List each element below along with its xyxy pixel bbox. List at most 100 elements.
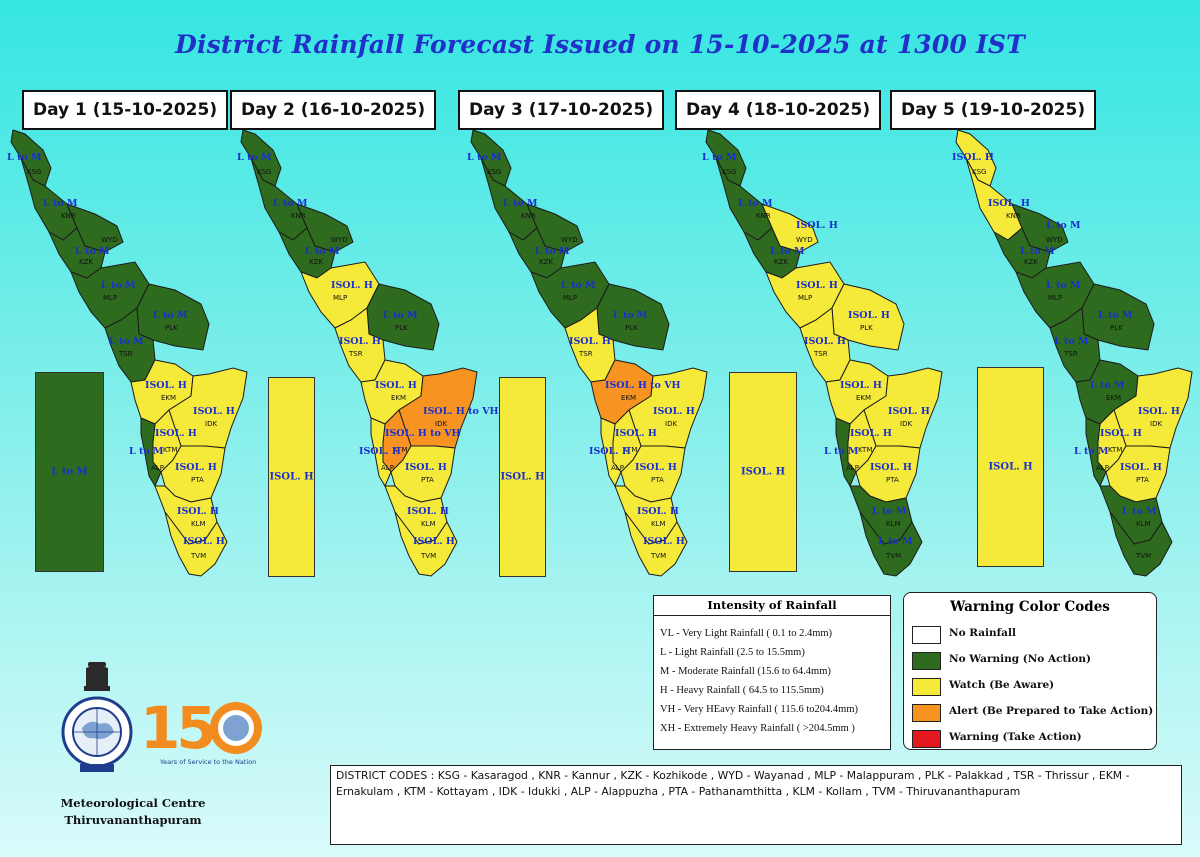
- intensity-title: Intensity of Rainfall: [654, 596, 890, 616]
- district-forecast-knr: L to M: [738, 198, 773, 209]
- district-code-klm: KLM: [1136, 520, 1151, 528]
- district-forecast-klm: L to M: [872, 506, 907, 517]
- sea-forecast-day-4: ISOL. H: [740, 466, 786, 478]
- district-kzk: [742, 227, 801, 279]
- color-swatch: [912, 678, 941, 696]
- district-forecast-ksg: L to M: [237, 152, 272, 163]
- district-code-wyd: WYD: [101, 236, 118, 244]
- warning-legend-item: Alert (Be Prepared to Take Action): [904, 701, 1156, 727]
- district-code-kzk: KZK: [79, 258, 93, 266]
- district-code-ekm: EKM: [1106, 394, 1122, 402]
- district-code-ksg: KSG: [257, 168, 272, 176]
- district-code-klm: KLM: [421, 520, 436, 528]
- intensity-row: L - Light Rainfall (2.5 to 15.5mm): [660, 647, 805, 658]
- district-code-ekm: EKM: [161, 394, 177, 402]
- district-code-klm: KLM: [191, 520, 206, 528]
- district-tvm: [624, 511, 688, 577]
- district-code-pta: PTA: [191, 476, 204, 484]
- district-code-mlp: MLP: [1048, 294, 1063, 302]
- emblem-ring-icon: [210, 702, 262, 754]
- color-swatch: [912, 652, 941, 670]
- district-code-idk: IDK: [205, 420, 218, 428]
- day-3-label: Day 3 (17-10-2025): [458, 90, 665, 130]
- district-code-wyd: WYD: [796, 236, 813, 244]
- district-code-knr: KNR: [521, 212, 536, 220]
- district-forecast-ksg: ISOL. H: [952, 152, 994, 163]
- intensity-legend: Intensity of Rainfall VL - Very Light Ra…: [653, 595, 891, 750]
- district-forecast-idk: ISOL. H: [1138, 406, 1180, 417]
- district-forecast-kzk: L to M: [770, 246, 805, 257]
- district-forecast-knr: L to M: [503, 198, 538, 209]
- district-code-pta: PTA: [886, 476, 899, 484]
- district-code-mlp: MLP: [333, 294, 348, 302]
- district-alp: [835, 417, 857, 488]
- district-forecast-tsr: ISOL. H: [569, 336, 611, 347]
- district-code-ktm: KTM: [623, 446, 638, 454]
- intensity-row: VL - Very Light Rainfall ( 0.1 to 2.4mm): [660, 628, 833, 639]
- day-4-label: Day 4 (18-10-2025): [675, 90, 882, 130]
- sea-area-day-4: ISOL. H: [729, 372, 797, 572]
- kerala-map-day-4: KSG L to M KNR L to M WYD ISOL. H KZK L to M MLP…: [700, 128, 945, 588]
- district-forecast-ekm: ISOL. H: [145, 380, 187, 391]
- district-forecast-wyd: ISOL. H: [796, 220, 838, 231]
- warning-legend-label: Alert (Be Prepared to Take Action): [949, 705, 1154, 717]
- district-forecast-ekm: ISOL. H to VH: [605, 380, 681, 391]
- sea-area-day-2: ISOL. H: [268, 377, 315, 577]
- district-code-tvm: TVM: [191, 552, 207, 560]
- district-forecast-ktm: ISOL. H: [615, 428, 657, 439]
- district-code-ekm: EKM: [391, 394, 407, 402]
- district-forecast-ktm: ISOL. H: [155, 428, 197, 439]
- district-forecast-klm: ISOL. H: [177, 506, 219, 517]
- district-code-knr: KNR: [61, 212, 76, 220]
- district-code-tsr: TSR: [579, 350, 593, 358]
- warning-legend-item: No Rainfall: [904, 623, 1156, 649]
- district-forecast-knr: L to M: [43, 198, 78, 209]
- day-1-label: Day 1 (15-10-2025): [22, 90, 229, 130]
- district-forecast-mlp: L to M: [101, 280, 136, 291]
- kerala-map-day-5: KSG ISOL. H KNR ISOL. H WYD L to M KZK L to M ML…: [950, 128, 1195, 588]
- warning-legend-label: Watch (Be Aware): [949, 679, 1055, 691]
- district-kzk: [47, 227, 106, 279]
- sea-area-day-5: ISOL. H: [977, 367, 1044, 567]
- district-alp: [140, 417, 162, 488]
- district-forecast-ekm: ISOL. H: [840, 380, 882, 391]
- sea-forecast-day-2: ISOL. H: [269, 471, 314, 483]
- district-forecast-pta: ISOL. H: [870, 462, 912, 473]
- district-code-knr: KNR: [1006, 212, 1021, 220]
- district-forecast-tvm: ISOL. H: [643, 536, 685, 547]
- district-forecast-klm: ISOL. H: [407, 506, 449, 517]
- district-code-ksg: KSG: [722, 168, 737, 176]
- district-forecast-mlp: ISOL. H: [796, 280, 838, 291]
- district-code-plk: PLK: [860, 324, 873, 332]
- warning-legend-title: Warning Color Codes: [950, 599, 1110, 615]
- district-code-klm: KLM: [886, 520, 901, 528]
- district-code-tsr: TSR: [119, 350, 133, 358]
- district-forecast-alp: ISOL. H: [589, 446, 631, 457]
- district-code-idk: IDK: [435, 420, 448, 428]
- warning-legend-item: Watch (Be Aware): [904, 675, 1156, 701]
- district-forecast-alp: L to M: [129, 446, 164, 457]
- district-forecast-tsr: L to M: [109, 336, 144, 347]
- district-forecast-knr: ISOL. H: [988, 198, 1030, 209]
- district-forecast-ksg: L to M: [467, 152, 502, 163]
- district-code-ktm: KTM: [393, 446, 408, 454]
- page-title: District Rainfall Forecast Issued on 15-…: [175, 30, 1025, 59]
- district-code-ksg: KSG: [487, 168, 502, 176]
- sea-area-day-3: ISOL. H: [499, 377, 546, 577]
- warning-legend-label: Warning (Take Action): [949, 731, 1082, 743]
- district-shapes: [10, 129, 248, 577]
- district-forecast-idk: ISOL. H: [888, 406, 930, 417]
- warning-legend-item: No Warning (No Action): [904, 649, 1156, 675]
- district-code-alp: ALP: [611, 464, 624, 472]
- district-code-mlp: MLP: [103, 294, 118, 302]
- district-forecast-pta: ISOL. H: [405, 462, 447, 473]
- warning-color-legend: Warning Color Codes No Rainfall No Warni…: [903, 592, 1157, 750]
- sea-forecast-day-5: ISOL. H: [988, 461, 1033, 473]
- district-forecast-plk: ISOL. H: [848, 310, 890, 321]
- sea-area-day-1: L to M: [35, 372, 104, 572]
- district-forecast-wyd: L to M: [1046, 220, 1081, 231]
- district-code-alp: ALP: [1096, 464, 1109, 472]
- district-shapes: [955, 129, 1193, 577]
- district-forecast-pta: ISOL. H: [175, 462, 217, 473]
- district-code-wyd: WYD: [561, 236, 578, 244]
